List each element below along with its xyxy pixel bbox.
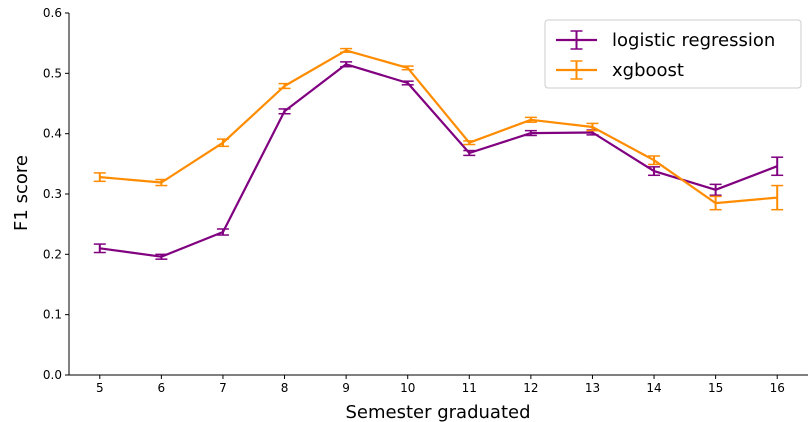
legend-label: xgboost bbox=[612, 60, 684, 81]
legend-frame bbox=[544, 19, 802, 89]
x-tick-label: 16 bbox=[770, 381, 785, 395]
x-tick-label: 8 bbox=[281, 381, 289, 395]
legend-label: logistic regression bbox=[612, 30, 775, 51]
x-tick-label: 11 bbox=[462, 381, 477, 395]
series-layer bbox=[93, 47, 784, 260]
x-axis-ticks: 5 6 7 8 9 10 11 12 13 14 15 16 bbox=[96, 375, 785, 395]
y-tick-label: 0.6 bbox=[43, 6, 62, 20]
y-axis-title: F1 score bbox=[11, 155, 32, 231]
x-tick-label: 14 bbox=[646, 381, 661, 395]
legend-item: xgboost bbox=[556, 60, 684, 81]
x-tick-label: 12 bbox=[523, 381, 538, 395]
x-tick-label: 9 bbox=[342, 381, 350, 395]
x-tick-label: 13 bbox=[585, 381, 600, 395]
y-tick-label: 0.5 bbox=[43, 66, 62, 80]
y-tick-label: 0.3 bbox=[43, 187, 62, 201]
legend-item: logistic regression bbox=[556, 30, 775, 51]
series-1 bbox=[93, 61, 784, 260]
series-line bbox=[99, 49, 778, 205]
x-tick-label: 6 bbox=[158, 381, 166, 395]
x-axis-title: Semester graduated bbox=[345, 402, 530, 422]
x-tick-label: 15 bbox=[708, 381, 723, 395]
y-tick-label: 0.4 bbox=[43, 127, 62, 141]
series-2 bbox=[93, 47, 784, 211]
y-tick-label: 0.0 bbox=[43, 368, 62, 382]
y-axis-ticks: 0.0 0.1 0.2 0.3 0.4 0.5 0.6 bbox=[43, 6, 69, 382]
legend: logistic regression xgboost bbox=[544, 19, 802, 89]
x-tick-label: 5 bbox=[96, 381, 104, 395]
x-tick-label: 10 bbox=[400, 381, 415, 395]
y-tick-label: 0.1 bbox=[43, 308, 62, 322]
legend-items: logistic regression xgboost bbox=[556, 30, 775, 81]
x-tick-label: 7 bbox=[219, 381, 227, 395]
y-tick-label: 0.2 bbox=[43, 247, 62, 261]
series-line bbox=[99, 63, 778, 258]
